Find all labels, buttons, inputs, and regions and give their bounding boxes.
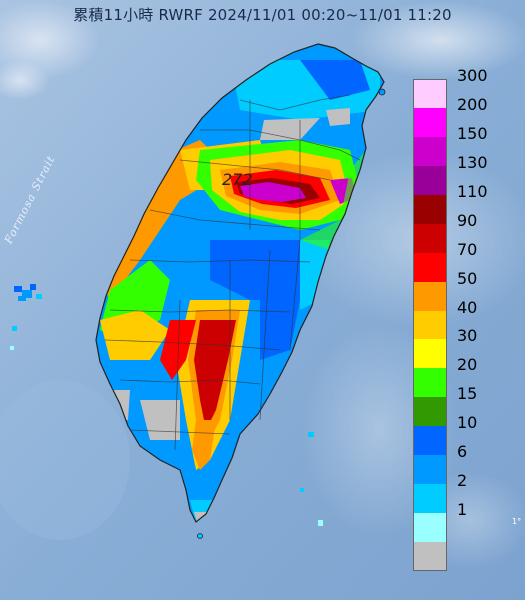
legend-swatch [413,107,447,137]
legend-row: 50 [413,269,525,311]
legend-swatch [413,484,447,514]
legend-label: 200 [457,94,488,114]
legend-swatch [413,426,447,456]
legend-row: 30 [413,326,525,369]
corner-mark: 1° [512,517,522,526]
legend-row: 10 [413,413,525,456]
islet [197,533,203,539]
legend-label: 2 [457,471,468,491]
legend-label: 10 [457,413,478,433]
legend-row: 300 [413,66,525,108]
legend-label: 1 [457,500,468,520]
legend-swatch [413,281,447,311]
map-title: 累積11小時 RWRF 2024/11/01 00:20~11/01 11:20 [73,6,452,24]
legend-label: 110 [457,181,488,201]
rainfall-legend: 300 200 150 130 110 90 70 50 40 30 20 15 10 6 2 1 [413,66,525,571]
legend-row: 1 [413,500,525,543]
legend-swatch [413,252,447,282]
legend-row: 40 [413,298,525,340]
legend-swatch [413,542,447,571]
legend-row [413,542,525,571]
legend-row: 15 [413,384,525,427]
legend-swatch [413,194,447,224]
legend-label: 6 [457,442,468,462]
islet [378,88,386,96]
legend-label: 300 [457,66,488,85]
legend-swatch [413,136,447,166]
legend-swatch [413,513,447,543]
legend-row: 150 [413,124,525,166]
legend-label: 40 [457,297,478,317]
legend-swatch [413,397,447,427]
legend-label: 70 [457,239,478,259]
legend-label: 30 [457,326,478,346]
legend-swatch [413,223,447,253]
legend-swatch [413,165,447,195]
legend-row: 2 [413,471,525,514]
legend-swatch [413,79,447,108]
legend-swatch [413,339,447,369]
legend-label: 20 [457,355,478,375]
peak-value-label: 272 [222,170,253,189]
legend-row: 6 [413,442,525,485]
sea-echoes [10,284,323,526]
legend-swatch [413,368,447,398]
legend-label: 50 [457,268,478,288]
legend-label: 15 [457,384,478,404]
legend-swatch [413,310,447,340]
county-boundaries [104,94,361,451]
legend-label: 90 [457,210,478,230]
legend-swatch [413,455,447,485]
legend-label: 150 [457,123,488,143]
legend-label: 130 [457,152,488,172]
